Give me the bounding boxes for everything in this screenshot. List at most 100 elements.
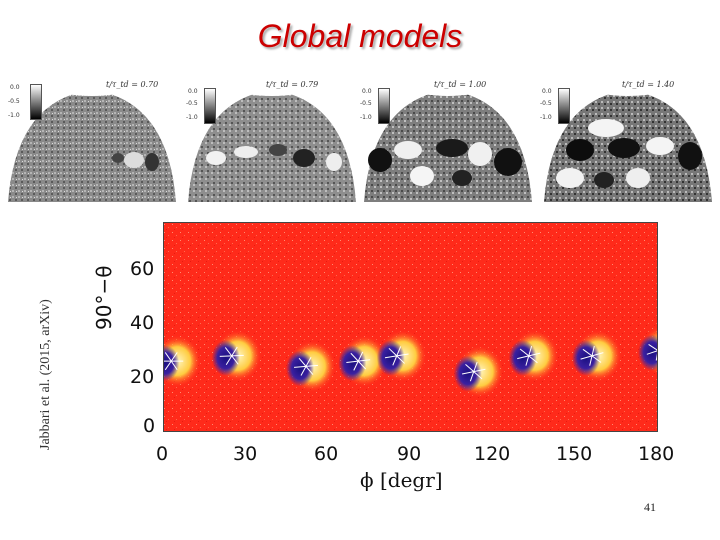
spot-cool-8 xyxy=(638,334,658,371)
hemisphere-panel-2: 0.0 -0.5 -1.0 t/τ_td = 0.79 xyxy=(186,70,358,210)
spot-streak-7-1 xyxy=(589,355,593,366)
colorbar-3-min: -1.0 xyxy=(360,114,372,121)
spot-streak-5-1 xyxy=(473,368,486,373)
spot-cool-5 xyxy=(453,355,482,392)
spot-streak-0-2 xyxy=(164,360,172,371)
colorbar-4-mid: -0.5 xyxy=(540,100,552,107)
y-tick-40: 40 xyxy=(130,312,155,334)
colorbar-3-mid: -0.5 xyxy=(360,100,372,107)
y-tick-20: 20 xyxy=(130,366,155,388)
spot-streak-7-3 xyxy=(582,348,593,357)
hemisphere-label-2: t/τ_td = 0.79 xyxy=(266,80,319,89)
spot-streak-1-4 xyxy=(231,346,238,357)
spot-streak-3-2 xyxy=(357,351,364,362)
colorbar-2-max: 0.0 xyxy=(188,88,198,95)
spot-streak-4-5 xyxy=(384,355,397,359)
spot-streak-3-0 xyxy=(346,360,359,364)
colorbar-3 xyxy=(378,88,390,124)
x-tick-90: 90 xyxy=(397,443,422,465)
spot-streak-5-5 xyxy=(465,363,475,373)
spot-streak-6-0 xyxy=(528,352,541,357)
spot-streak-3-5 xyxy=(353,360,359,371)
spot-streak-0-4 xyxy=(164,352,172,362)
spot-streak-8-1 xyxy=(646,350,658,355)
colorbar-4-min: -1.0 xyxy=(540,114,552,121)
spot-streak-5-4 xyxy=(461,371,474,375)
colorbar-1-max: 0.0 xyxy=(10,84,20,91)
spot-streak-4-1 xyxy=(396,346,402,357)
spot-streak-6-4 xyxy=(519,348,530,357)
hemisphere-panel-3: 0.0 -0.5 -1.0 t/τ_td = 1.00 xyxy=(360,70,534,210)
x-tick-30: 30 xyxy=(233,443,258,465)
heatmap-plot xyxy=(163,222,658,432)
spot-streak-3-4 xyxy=(357,360,367,370)
y-tick-0: 0 xyxy=(143,415,156,437)
colorbar-4-max: 0.0 xyxy=(542,88,552,95)
hemisphere-panel-4: 0.0 -0.5 -1.0 t/τ_td = 1.40 xyxy=(540,70,714,210)
spot-streak-2-3 xyxy=(305,357,312,367)
spot-cool-6 xyxy=(508,339,537,376)
hemisphere-image-1 xyxy=(8,84,176,202)
colorbar-4 xyxy=(558,88,570,124)
spot-cool-0 xyxy=(163,345,180,382)
hemisphere-label-1: t/τ_td = 0.70 xyxy=(106,80,159,89)
x-tick-180: 180 xyxy=(638,443,675,465)
colorbar-2-min: -1.0 xyxy=(186,114,198,121)
spot-streak-6-5 xyxy=(528,346,533,357)
heatmap-background xyxy=(163,222,658,432)
spot-streak-2-1 xyxy=(294,365,307,368)
spot-streak-5-0 xyxy=(473,361,478,372)
spot-streak-6-3 xyxy=(517,355,529,360)
hemisphere-image-4 xyxy=(544,84,712,202)
x-axis-label: ϕ [degr] xyxy=(360,468,443,492)
spot-streak-4-2 xyxy=(396,353,409,357)
spot-streak-2-0 xyxy=(300,366,307,376)
spot-cool-2 xyxy=(286,350,314,387)
spot-streak-4-0 xyxy=(388,347,398,357)
slide-title: Global models xyxy=(257,18,463,54)
slide-number: 41 xyxy=(644,500,656,514)
y-axis-label: 90°−θ xyxy=(92,265,116,330)
spot-streak-2-4 xyxy=(305,364,318,367)
colorbar-1-min: -1.0 xyxy=(8,112,20,119)
hemisphere-panel-1: 0.0 -0.5 -1.0 t/τ_td = 0.70 xyxy=(6,70,178,210)
colorbar-2-mid: -0.5 xyxy=(186,100,198,107)
spot-streak-5-2 xyxy=(473,371,483,380)
colorbar-1-mid: -0.5 xyxy=(8,98,20,105)
spot-streak-7-4 xyxy=(591,345,595,356)
spot-streak-7-2 xyxy=(580,355,593,360)
hemisphere-panels: 0.0 -0.5 -1.0 t/τ_td = 0.70 0.0 -0.5 xyxy=(0,70,720,210)
x-tick-0: 0 xyxy=(156,443,169,465)
spot-streak-6-2 xyxy=(525,355,530,366)
spot-streak-1-1 xyxy=(225,355,233,366)
x-tick-150: 150 xyxy=(556,443,593,465)
colorbar-2 xyxy=(204,88,216,124)
spot-streak-3-1 xyxy=(350,352,359,362)
spot-streak-6-1 xyxy=(528,355,538,364)
spot-streak-7-0 xyxy=(591,355,602,363)
spot-streak-2-2 xyxy=(298,357,307,367)
spot-streak-0-1 xyxy=(170,360,178,371)
spot-streak-1-0 xyxy=(231,355,239,365)
spot-streak-2-5 xyxy=(305,366,314,375)
spot-cool-1 xyxy=(211,339,240,376)
spot-streak-4-3 xyxy=(396,355,405,364)
spot-streak-0-5 xyxy=(170,352,178,362)
spot-cool-3 xyxy=(338,345,367,382)
spot-cool-4 xyxy=(376,339,405,376)
heatmap-spots xyxy=(163,325,658,398)
spot-streak-1-3 xyxy=(224,347,233,357)
spot-streak-4-4 xyxy=(392,355,398,366)
hemisphere-label-4: t/τ_td = 1.40 xyxy=(622,80,675,89)
citation-credit: Jabbari et al. (2015, arXiv) xyxy=(38,299,53,450)
hemisphere-image-2 xyxy=(188,84,356,202)
hemisphere-label-3: t/τ_td = 1.00 xyxy=(434,80,487,89)
spot-streak-8-2 xyxy=(648,344,658,352)
colorbar-3-max: 0.0 xyxy=(362,88,372,95)
x-tick-60: 60 xyxy=(314,443,339,465)
spot-streak-7-5 xyxy=(591,352,604,357)
y-tick-60: 60 xyxy=(130,258,155,280)
hemisphere-image-3 xyxy=(364,84,532,202)
spot-streak-5-3 xyxy=(469,371,475,382)
x-tick-120: 120 xyxy=(474,443,511,465)
